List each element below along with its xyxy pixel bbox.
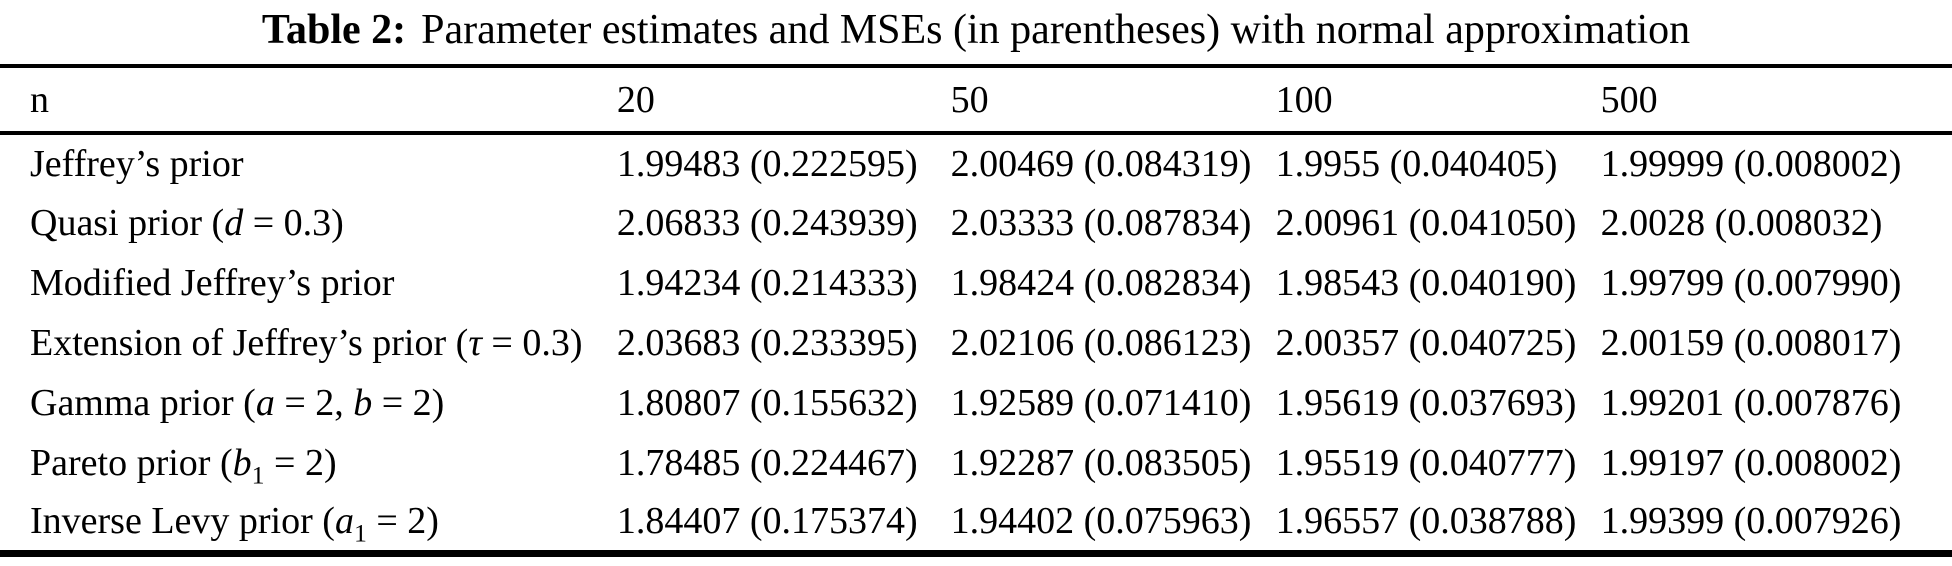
value-cell: 1.96557 (0.038788)	[1275, 500, 1577, 543]
column-header-n: n	[30, 78, 49, 121]
value-cell: 1.94234 (0.214333)	[616, 262, 918, 304]
value-cell: 1.94402 (0.075963)	[950, 500, 1252, 543]
table-row: Quasi prior (d = 0.3) 2.06833 (0.243939) 2…	[0, 193, 1952, 253]
value-cell: 1.80807 (0.155632)	[616, 382, 918, 424]
table-row: Modified Jeffrey’s prior 1.94234 (0.21433…	[0, 253, 1952, 313]
value-cell: 2.03333 (0.087834)	[950, 202, 1252, 244]
value-cell: 1.99399 (0.007926)	[1600, 500, 1902, 543]
column-header: 20	[616, 78, 655, 121]
value-cell: 2.00469 (0.084319)	[950, 143, 1252, 185]
row-label: Jeffrey’s prior	[30, 143, 244, 185]
value-cell: 2.00357 (0.040725)	[1275, 322, 1577, 364]
row-label: Modified Jeffrey’s prior	[30, 262, 395, 304]
table-row: Pareto prior (b1 = 2) 1.78485 (0.224467) 1…	[0, 433, 1952, 493]
value-cell: 2.03683 (0.233395)	[616, 322, 918, 364]
value-cell: 1.92589 (0.071410)	[950, 382, 1252, 424]
value-cell: 1.99197 (0.008002)	[1600, 442, 1902, 484]
table-header: n 20 50 100 500	[0, 66, 1952, 133]
value-cell: 1.99201 (0.007876)	[1600, 382, 1902, 424]
row-label: Pareto prior (b1 = 2)	[30, 442, 337, 490]
table-title-text: Parameter estimates and MSEs (in parenth…	[421, 7, 1691, 53]
table-title: Table 2: Parameter estimates and MSEs (in…	[0, 0, 1952, 64]
value-cell: 1.78485 (0.224467)	[616, 442, 918, 484]
value-cell: 2.0028 (0.008032)	[1600, 202, 1883, 244]
row-label: Gamma prior (a = 2, b = 2)	[30, 382, 445, 424]
table-title-number: Table 2:	[261, 7, 407, 53]
table-body: Jeffrey’s prior 1.99483 (0.222595) 2.00469…	[0, 133, 1952, 553]
table-row: Jeffrey’s prior 1.99483 (0.222595) 2.00469…	[0, 133, 1952, 193]
column-header: 50	[950, 78, 989, 121]
value-cell: 2.00159 (0.008017)	[1600, 322, 1902, 364]
column-header: 500	[1600, 78, 1658, 121]
row-label: Inverse Levy prior (a1 = 2)	[30, 500, 439, 548]
header-row: n 20 50 100 500	[0, 66, 1952, 133]
value-cell: 1.99999 (0.008002)	[1600, 143, 1902, 185]
value-cell: 1.98424 (0.082834)	[950, 262, 1252, 304]
row-label: Quasi prior (d = 0.3)	[30, 202, 344, 244]
value-cell: 2.00961 (0.041050)	[1275, 202, 1577, 244]
table-row: Gamma prior (a = 2, b = 2) 1.80807 (0.155…	[0, 373, 1952, 433]
value-cell: 1.84407 (0.175374)	[616, 500, 918, 543]
data-table: n 20 50 100 500 Jeffrey’s prior 1.99483 (0.22…	[0, 64, 1952, 557]
value-cell: 1.99799 (0.007990)	[1600, 262, 1902, 304]
value-cell: 2.02106 (0.086123)	[950, 322, 1252, 364]
value-cell: 1.99483 (0.222595)	[616, 143, 918, 185]
column-header: 100	[1275, 78, 1333, 121]
table-row: Extension of Jeffrey’s prior (τ = 0.3) 2.…	[0, 313, 1952, 373]
value-cell: 1.95519 (0.040777)	[1275, 442, 1577, 484]
value-cell: 2.06833 (0.243939)	[616, 202, 918, 244]
value-cell: 1.95619 (0.037693)	[1275, 382, 1577, 424]
value-cell: 1.98543 (0.040190)	[1275, 262, 1577, 304]
value-cell: 1.9955 (0.040405)	[1275, 143, 1558, 185]
table-row: Inverse Levy prior (a1 = 2) 1.84407 (0.17…	[0, 493, 1952, 553]
value-cell: 1.92287 (0.083505)	[950, 442, 1252, 484]
row-label: Extension of Jeffrey’s prior (τ = 0.3)	[30, 322, 583, 364]
